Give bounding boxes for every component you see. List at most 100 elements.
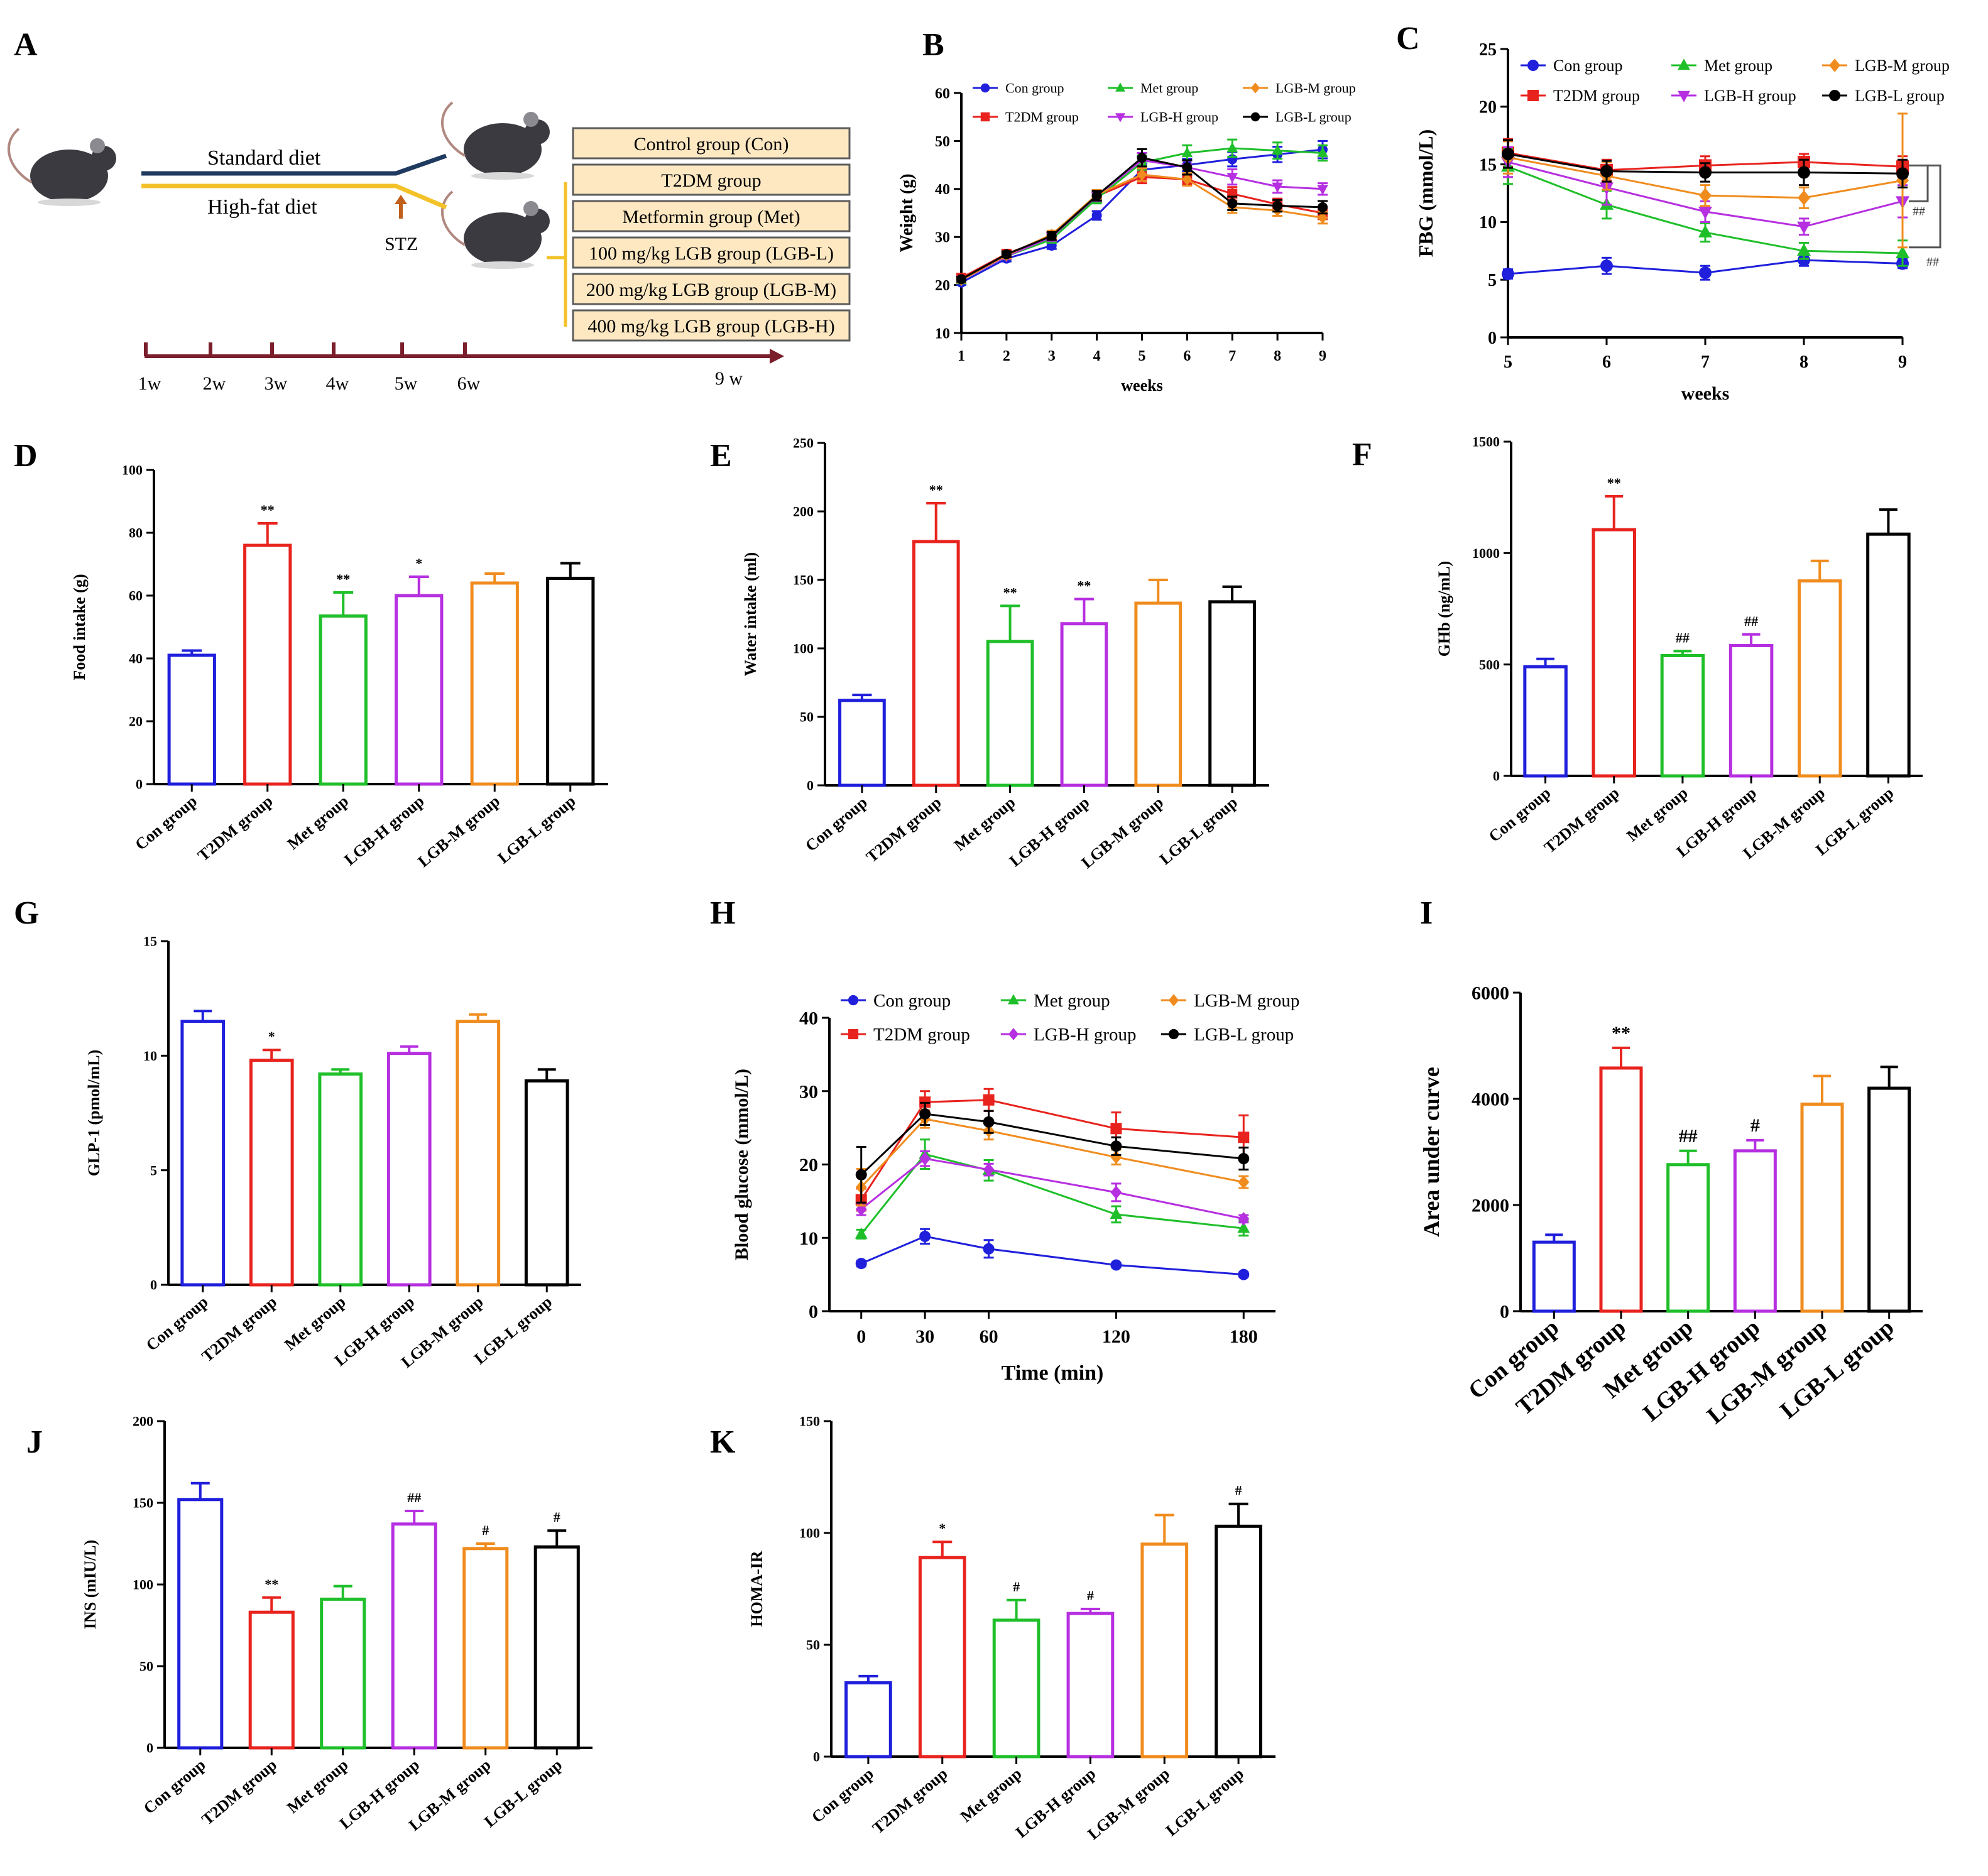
y-tick-label: 0	[807, 778, 814, 793]
y-tick-label: 60	[935, 85, 950, 102]
bar	[167, 653, 216, 786]
data-point	[1600, 259, 1613, 273]
y-tick-label: 40	[935, 182, 950, 198]
data-point	[1318, 202, 1328, 212]
mouse-icon	[8, 128, 116, 206]
y-tick-label: 50	[806, 1637, 820, 1653]
comparison-bracket	[1909, 164, 1942, 249]
group-box-label: 100 mg/kg LGB group (LGB-L)	[589, 243, 834, 264]
data-point	[1137, 168, 1147, 181]
x-tick-label: Con group	[143, 1292, 212, 1355]
x-tick-label: LGB-L group	[1156, 793, 1241, 868]
series-lgbh	[855, 1150, 1250, 1226]
data-point	[1110, 1150, 1122, 1164]
chart-k: K 0 50 100 150 HOMA-IR Con group * T2DM group # Me…	[710, 1414, 1275, 1843]
bar	[533, 1545, 580, 1750]
y-axis-label: Weight (g)	[897, 173, 917, 252]
data-point	[1317, 146, 1328, 157]
stz-arrow-icon	[395, 195, 407, 219]
x-tick-label: T2DM group	[199, 1755, 281, 1828]
y-tick-label: 100	[799, 1525, 820, 1541]
data-point	[1896, 167, 1909, 180]
x-tick-label: 30	[915, 1326, 934, 1347]
legend-label: LGB-H group	[1034, 1025, 1137, 1045]
y-axis-label: FBG (mmol/L)	[1414, 129, 1437, 258]
significance-label: **	[1607, 475, 1621, 491]
group-box-label: 400 mg/kg LGB group (LGB-H)	[587, 316, 834, 337]
timeline: 1w 2w 3w 4w 5w 6w 9 w	[138, 342, 784, 394]
significance-label: ##	[1926, 255, 1939, 269]
data-point	[1238, 1268, 1250, 1280]
x-tick-label: LGB-M group	[1702, 1314, 1832, 1429]
y-tick-label: 15	[1479, 155, 1497, 175]
bar	[1599, 1066, 1643, 1313]
data-point	[1091, 210, 1102, 221]
data-point	[1272, 182, 1283, 193]
significance-label: *	[415, 555, 422, 571]
legend-label: LGB-H group	[1704, 87, 1796, 105]
group-box	[572, 309, 851, 342]
chart-h: H 0 10 20 30 40 Blood glucose (mmol/L) 0 30 60 120…	[710, 895, 1299, 1385]
bar	[180, 1020, 226, 1287]
bar	[177, 1498, 224, 1750]
bar	[1532, 1240, 1576, 1313]
x-tick-label: Con group	[1485, 783, 1554, 846]
chart-f: F 0 500 1000 1500 GHb (ng/mL) Con group ** T2DM …	[1352, 434, 1923, 863]
data-point	[1527, 60, 1539, 71]
group-box-label: T2DM group	[661, 170, 761, 191]
series-t2dm	[956, 170, 1328, 283]
x-tick-label: LGB-L group	[1162, 1764, 1247, 1840]
x-tick-label: 120	[1102, 1326, 1130, 1347]
y-tick-label: 40	[799, 1008, 818, 1029]
x-tick-label: 6	[1183, 348, 1191, 364]
bar	[395, 594, 444, 786]
legend-label: LGB-L group	[1855, 87, 1945, 105]
chart-e: E 0 50 100 150 200 250 Water intake (ml) Con gro…	[710, 435, 1269, 872]
significance-label: ##	[1744, 613, 1758, 629]
y-tick-label: 30	[935, 230, 950, 246]
bar	[1800, 1102, 1844, 1313]
data-point	[1699, 266, 1712, 280]
x-tick-label: 180	[1230, 1326, 1258, 1347]
data-point	[1600, 165, 1613, 178]
bar	[1215, 1524, 1262, 1759]
bar	[986, 640, 1034, 787]
legend-label: LGB-M group	[1275, 80, 1356, 96]
series-lgbl	[855, 1101, 1250, 1204]
data-point	[1168, 994, 1179, 1006]
panel-letter-b: B	[922, 27, 944, 63]
data-point	[1698, 224, 1712, 237]
data-point	[980, 83, 990, 93]
x-tick-label: Met group	[284, 792, 352, 853]
x-tick-label: 1	[958, 348, 965, 364]
data-point	[1238, 1153, 1250, 1165]
data-point	[848, 995, 859, 1006]
x-tick-label: 5	[1139, 348, 1146, 364]
significance-label: #	[1013, 1579, 1020, 1595]
x-tick-label: T2DM group	[194, 792, 276, 864]
timeline-label: 2w	[203, 373, 226, 394]
group-box-label: Control group (Con)	[634, 134, 789, 155]
significance-label: ##	[1679, 1126, 1698, 1147]
group-box-label: 200 mg/kg LGB group (LGB-M)	[586, 280, 836, 300]
y-tick-label: 150	[793, 572, 814, 588]
significance-label: #	[554, 1509, 560, 1525]
data-point	[1797, 221, 1811, 234]
y-tick-label: 1500	[1472, 434, 1500, 450]
y-tick-label: 50	[935, 134, 950, 150]
group-box	[572, 163, 851, 196]
bar	[838, 699, 886, 787]
data-point	[1502, 148, 1514, 161]
y-tick-label: 200	[793, 504, 814, 520]
timeline-label: 1w	[138, 373, 161, 394]
y-tick-label: 0	[136, 777, 143, 792]
bar	[243, 543, 292, 786]
y-tick-label: 60	[129, 588, 143, 604]
significance-label: *	[939, 1520, 946, 1536]
y-axis-label: GLP-1 (pmol/mL)	[85, 1050, 103, 1177]
y-tick-label: 15	[143, 934, 157, 949]
bar	[391, 1522, 437, 1750]
chart-g: G 0 5 10 15 GLP-1 (pmol/mL) Con group * T2DM gro…	[14, 895, 581, 1372]
y-tick-label: 50	[139, 1659, 153, 1674]
